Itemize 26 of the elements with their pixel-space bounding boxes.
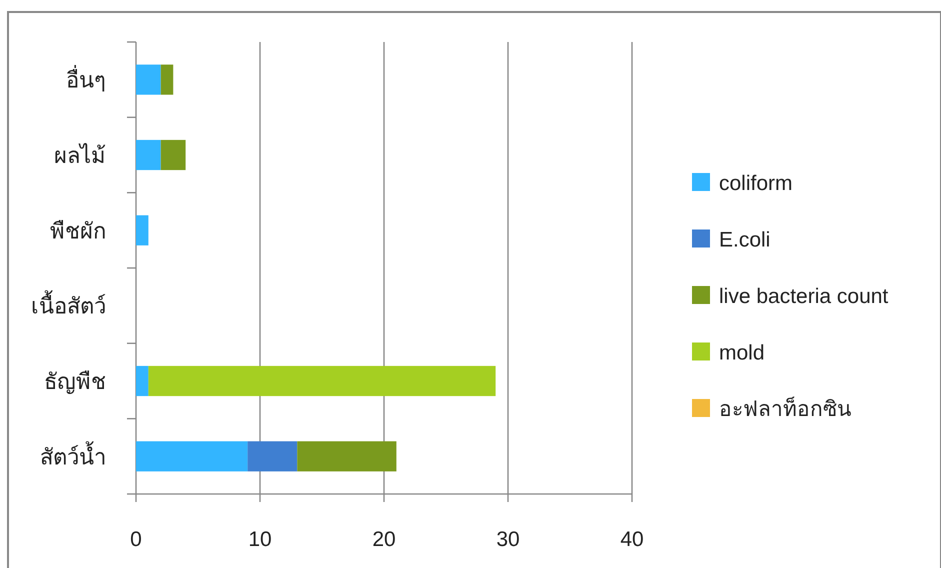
legend-label: mold	[719, 342, 765, 364]
legend-label: อะฟลาท็อกซิน	[719, 395, 851, 421]
y-tick-label: ธัญพืช	[44, 369, 106, 394]
bar	[136, 64, 161, 95]
bar	[148, 366, 496, 396]
legend-label: coliform	[719, 172, 793, 195]
y-tick-label: ผลไม้	[54, 143, 106, 168]
bar	[160, 64, 174, 95]
bar	[297, 441, 396, 472]
bar	[136, 441, 248, 472]
bar	[136, 366, 148, 396]
y-tick-label: พืชผัก	[50, 218, 106, 244]
bar	[248, 441, 298, 472]
legend-label: E.coli	[719, 228, 770, 252]
x-tick-label: 20	[372, 528, 396, 551]
y-tick-label: เนื้อสัตว์	[31, 290, 106, 319]
y-tick-label: สัตว์น้ำ	[40, 441, 106, 470]
x-tick-label: 10	[248, 528, 272, 551]
bar	[160, 140, 186, 170]
x-tick-label: 30	[496, 528, 520, 551]
x-tick-label: 0	[130, 528, 142, 551]
bar	[136, 215, 148, 246]
y-tick-label: อื่นๆ	[66, 64, 106, 93]
legend-label: live bacteria count	[719, 285, 888, 308]
bar	[136, 140, 161, 170]
x-tick-label: 40	[620, 528, 644, 551]
